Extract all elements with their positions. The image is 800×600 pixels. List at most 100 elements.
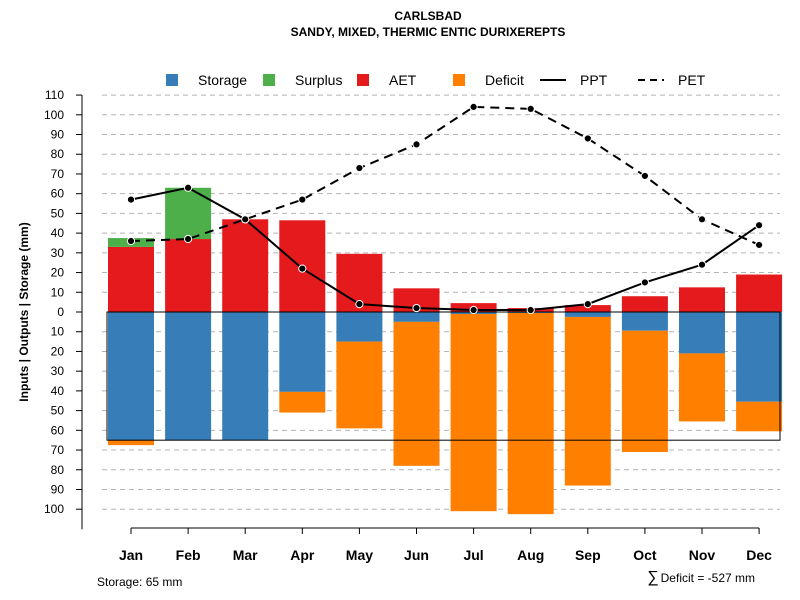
aet-bar [393,288,440,312]
ppt-point [583,300,592,309]
y-tick-label: 20 [51,344,65,358]
aet-bar [165,239,212,312]
y-axis: 1101009080706050403020100102030405060708… [44,88,83,530]
x-tick-label: Dec [746,547,772,563]
y-tick-label: 60 [51,423,65,437]
ppt-point [697,260,707,269]
ppt-point [184,183,193,192]
deficit-bar [564,316,611,486]
storage-bar [222,312,269,441]
deficit-bar [507,312,554,515]
storage-bar [279,312,326,392]
pet-point [697,215,707,224]
y-tick-label: 90 [51,128,65,142]
gridlines [102,94,780,510]
aet-bar [222,219,269,312]
y-tick-label: 100 [44,108,64,122]
y-tick-label: 40 [51,226,65,240]
legend: Storage Surplus AET Deficit PPT PET [166,72,706,88]
deficit-footnote: ∑ Deficit = -527 mm [647,569,755,586]
aet-bar [679,287,725,312]
pet-point [298,195,307,204]
y-tick-label: 100 [44,502,64,516]
legend-label-ppt: PPT [580,72,608,88]
storage-bar [108,312,154,441]
x-axis: Jan Feb Mar Apr May Jun Jul Aug Sep Oct Nov Dec [119,527,772,563]
legend-label-pet: PET [678,72,706,88]
legend-swatch-storage [166,74,178,86]
ppt-point [755,221,764,230]
ppt-point [640,278,650,287]
y-tick-label: 0 [57,305,64,319]
x-tick-label: May [346,547,373,563]
y-tick-label: 70 [51,443,65,457]
x-tick-label: Jan [119,547,143,563]
pet-point [755,240,764,250]
y-tick-label: 90 [51,482,65,496]
y-tick-label: 70 [51,167,65,181]
pet-point [355,163,364,173]
aet-bar [108,246,154,312]
storage-bar [393,312,440,322]
lines [126,102,764,315]
pet-point [469,102,478,112]
x-tick-label: Oct [633,547,657,563]
y-tick-label: 50 [51,206,65,220]
x-tick-label: Nov [689,547,716,563]
aet-bar [621,296,668,312]
deficit-bar [736,401,783,432]
x-tick-label: Aug [517,547,544,563]
y-tick-label: 40 [51,384,65,398]
deficit-bar [679,353,725,422]
legend-swatch-deficit [453,74,465,86]
legend-swatch-surplus [263,74,275,86]
storage-capacity-frame [106,311,781,441]
legend-label-storage: Storage [198,72,247,88]
storage-bar [679,312,725,354]
pet-point [412,140,421,149]
ppt-line [130,186,760,312]
deficit-bar [108,440,154,446]
x-tick-label: Jun [404,547,429,563]
chart-subtitle: SANDY, MIXED, THERMIC ENTIC DURIXEREPTS [291,25,566,39]
y-tick-label: 60 [51,187,65,201]
ppt-point [469,305,478,315]
pet-point [526,104,535,113]
ppt-point [298,264,307,273]
x-tick-label: Sep [575,547,601,563]
deficit-bar [621,330,668,453]
legend-swatch-aet [357,74,369,86]
bars [108,187,783,515]
pet-point [184,234,193,244]
deficit-bar [450,313,497,512]
pet-point [126,236,136,246]
y-tick-label: 80 [51,463,65,477]
storage-bar [165,312,212,441]
chart-title: CARLSBAD [394,9,462,23]
pet-point [583,134,592,143]
deficit-bar [336,341,383,429]
y-tick-label: 20 [51,266,65,280]
y-tick-label: 10 [51,325,65,339]
y-tick-label: 10 [51,285,65,299]
x-tick-label: Mar [233,547,258,563]
legend-label-surplus: Surplus [295,72,342,88]
deficit-bar [393,321,440,466]
storage-bar [621,312,668,331]
y-tick-label: 50 [51,404,65,418]
y-tick-label: 30 [51,364,65,378]
deficit-bar [279,391,326,413]
storage-footnote: Storage: 65 mm [97,575,182,589]
ppt-point [355,300,364,309]
pet-point [640,171,650,181]
ppt-point [526,305,535,315]
sum-symbol: ∑ [647,569,658,586]
deficit-total: Deficit = -527 mm [661,571,755,585]
x-tick-label: Jul [463,547,483,563]
y-axis-label: Inputs | Outputs | Storage (mm) [17,222,31,401]
ppt-point [126,195,136,204]
aet-bar [736,274,783,312]
x-tick-label: Apr [290,547,315,563]
legend-label-aet: AET [389,72,417,88]
